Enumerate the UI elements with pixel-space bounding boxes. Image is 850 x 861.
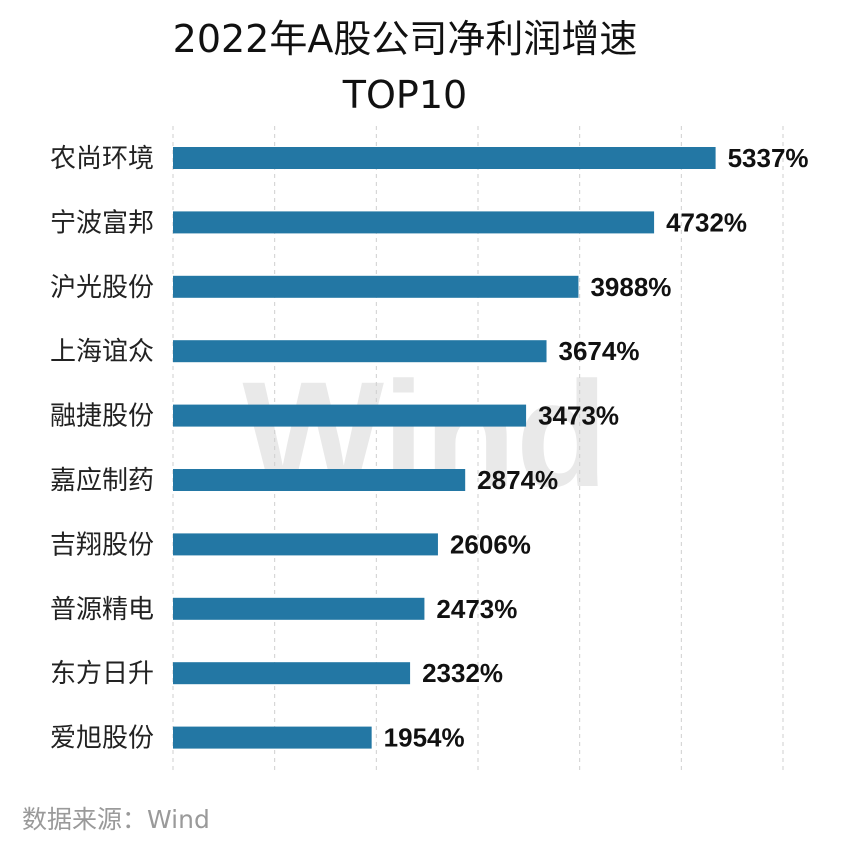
category-label: 宁波富邦 xyxy=(50,208,154,238)
value-label: 3473% xyxy=(538,401,619,431)
bar xyxy=(173,469,466,491)
value-label: 2332% xyxy=(422,658,503,688)
value-label: 3674% xyxy=(559,336,640,366)
bar xyxy=(173,147,716,169)
category-label: 上海谊众 xyxy=(50,337,154,367)
bars xyxy=(173,147,716,749)
category-label: 沪光股份 xyxy=(50,273,154,303)
bar xyxy=(173,662,411,685)
bar xyxy=(173,533,438,556)
category-label: 嘉应制药 xyxy=(50,466,154,496)
source-note: 数据来源：Wind xyxy=(22,805,210,834)
category-label: 吉翔股份 xyxy=(50,530,154,560)
bar xyxy=(173,211,655,234)
bar xyxy=(173,726,372,749)
value-label: 4732% xyxy=(666,207,747,237)
bar xyxy=(173,404,527,427)
chart-subtitle: TOP10 xyxy=(342,73,467,117)
category-label: 农尚环境 xyxy=(50,144,154,174)
chart-title: 2022年A股公司净利润增速 xyxy=(173,17,638,61)
value-label: 5337% xyxy=(728,143,809,173)
value-label: 2473% xyxy=(436,594,517,624)
bar xyxy=(173,597,425,620)
value-label: 2874% xyxy=(477,465,558,495)
value-label: 3988% xyxy=(590,272,671,302)
bar xyxy=(173,275,579,298)
category-label: 普源精电 xyxy=(50,595,154,625)
value-label: 2606% xyxy=(450,529,531,559)
value-label: 1954% xyxy=(384,723,465,753)
bar xyxy=(173,340,547,363)
category-label: 爱旭股份 xyxy=(50,724,154,754)
category-label: 融捷股份 xyxy=(50,402,154,432)
category-label: 东方日升 xyxy=(50,659,154,689)
value-labels: 5337% 4732% 3988% 3674% 3473% 2874% 2606% 2473%… xyxy=(384,143,809,753)
grid-lines xyxy=(172,126,784,772)
